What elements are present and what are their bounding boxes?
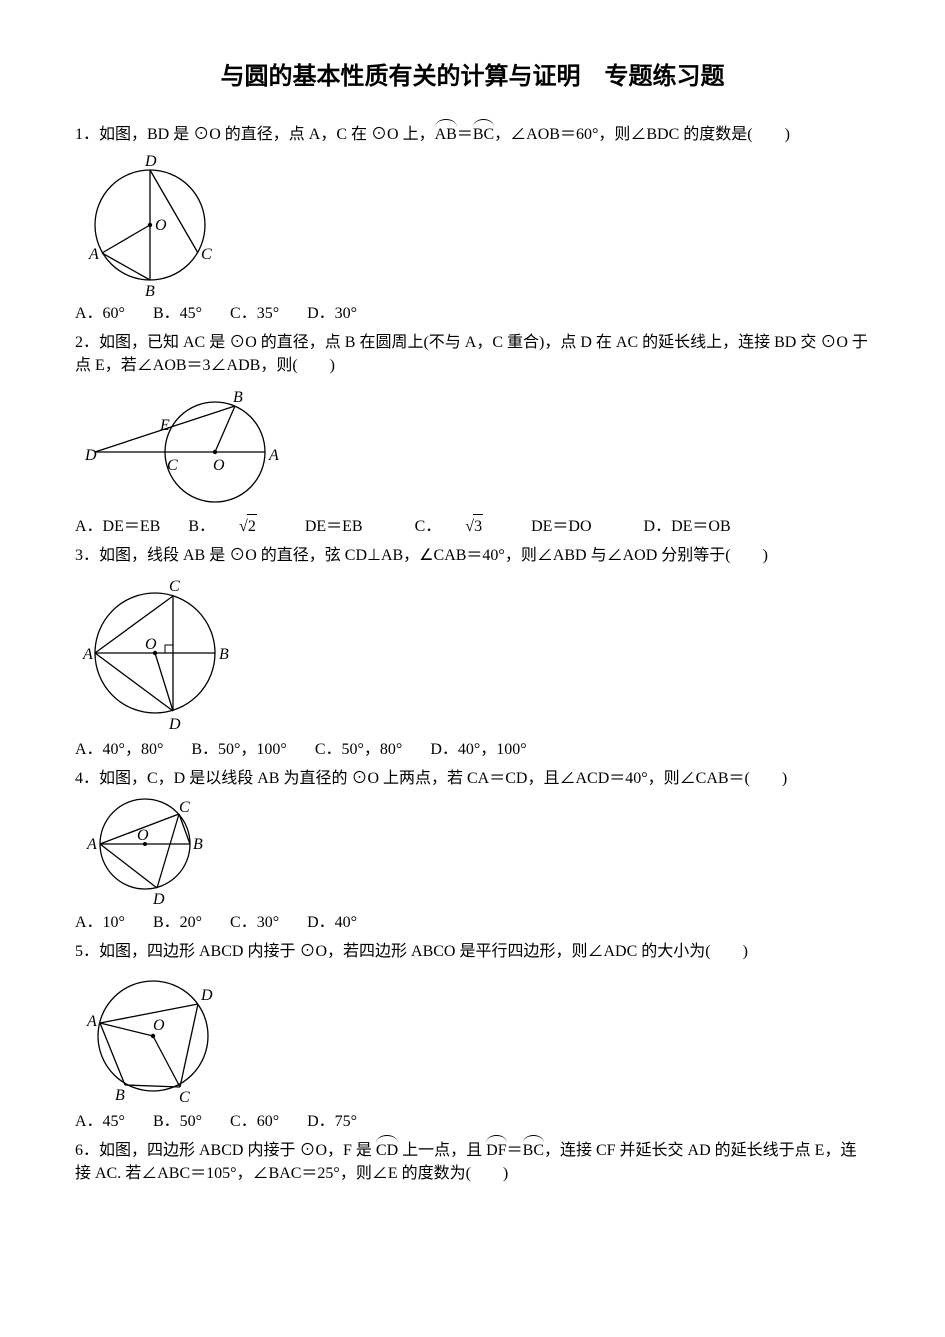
svg-text:C: C	[167, 457, 178, 474]
svg-text:B: B	[193, 836, 203, 853]
q5-opt-b: B．50°	[153, 1113, 202, 1130]
q4-figure: C A B D O	[75, 794, 225, 909]
q4-opt-c: C．30°	[230, 914, 279, 931]
svg-text:A: A	[86, 836, 97, 853]
arc-AB: AB	[435, 123, 457, 146]
q5-options: A．45° B．50° C．60° D．75°	[75, 1110, 870, 1133]
q3-opt-a: A．40°，80°	[75, 741, 163, 758]
q3-figure: C A B D O	[75, 571, 235, 736]
svg-text:C: C	[179, 1089, 190, 1106]
svg-text:D: D	[84, 447, 97, 464]
svg-text:O: O	[155, 217, 167, 234]
q6-m2: ＝	[507, 1142, 523, 1159]
q3-text: 3．如图，线段 AB 是 ⊙O 的直径，弦 CD⊥AB，∠CAB＝40°，则∠A…	[75, 544, 870, 567]
q5-text: 5．如图，四边形 ABCD 内接于 ⊙O，若四边形 ABCO 是平行四边形，则∠…	[75, 940, 870, 963]
svg-text:A: A	[268, 447, 279, 464]
q5-body: ．如图，四边形 ABCD 内接于 ⊙O，若四边形 ABCO 是平行四边形，则∠A…	[83, 943, 748, 960]
q4-options: A．10° B．20° C．30° D．40°	[75, 911, 870, 934]
q2-text: 2．如图，已知 AC 是 ⊙O 的直径，点 B 在圆周上(不与 A，C 重合)，…	[75, 331, 870, 377]
question-5: 5．如图，四边形 ABCD 内接于 ⊙O，若四边形 ABCO 是平行四边形，则∠…	[75, 940, 870, 1132]
q2-num: 2	[75, 334, 83, 351]
q2-opt-d: D．DE＝OB	[644, 518, 731, 535]
q4-opt-a: A．10°	[75, 914, 125, 931]
question-2: 2．如图，已知 AC 是 ⊙O 的直径，点 B 在圆周上(不与 A，C 重合)，…	[75, 331, 870, 538]
q2-opt-c: C．3DE＝DO	[415, 518, 616, 535]
svg-text:B: B	[115, 1087, 125, 1104]
q5-opt-a: A．45°	[75, 1113, 125, 1130]
q2-body: ．如图，已知 AC 是 ⊙O 的直径，点 B 在圆周上(不与 A，C 重合)，点…	[75, 334, 868, 374]
arc-BC2: BC	[523, 1139, 544, 1162]
q4-text: 4．如图，C，D 是以线段 AB 为直径的 ⊙O 上两点，若 CA＝CD，且∠A…	[75, 767, 870, 790]
q5-figure: D A B C O	[75, 968, 230, 1108]
q3-options: A．40°，80° B．50°，100° C．50°，80° D．40°，100…	[75, 738, 870, 761]
svg-text:O: O	[145, 636, 157, 653]
q6-m1: 上一点，且	[398, 1142, 486, 1159]
q3-opt-b: B．50°，100°	[191, 741, 286, 758]
svg-text:O: O	[153, 1017, 165, 1034]
question-6: 6．如图，四边形 ABCD 内接于 ⊙O，F 是 CD 上一点，且 DF＝BC，…	[75, 1139, 870, 1185]
arc-CD: CD	[376, 1139, 398, 1162]
q6-text: 6．如图，四边形 ABCD 内接于 ⊙O，F 是 CD 上一点，且 DF＝BC，…	[75, 1139, 870, 1185]
q3-opt-d: D．40°，100°	[430, 741, 526, 758]
svg-text:E: E	[159, 417, 170, 434]
q1-text: 1．如图，BD 是 ⊙O 的直径，点 A，C 在 ⊙O 上，AB＝BC，∠AOB…	[75, 123, 870, 146]
question-3: 3．如图，线段 AB 是 ⊙O 的直径，弦 CD⊥AB，∠CAB＝40°，则∠A…	[75, 544, 870, 761]
svg-text:C: C	[179, 799, 190, 816]
page-title: 与圆的基本性质有关的计算与证明 专题练习题	[75, 60, 870, 95]
q6-num: 6	[75, 1142, 83, 1159]
q1-opt-b: B．45°	[153, 305, 202, 322]
q1-eq: ＝	[457, 126, 473, 143]
q4-body: ．如图，C，D 是以线段 AB 为直径的 ⊙O 上两点，若 CA＝CD，且∠AC…	[83, 770, 787, 787]
q2-figure: B E D C O A	[75, 382, 305, 512]
svg-text:B: B	[145, 283, 155, 300]
q5-opt-c: C．60°	[230, 1113, 279, 1130]
q1-opt-a: A．60°	[75, 305, 125, 322]
q2-opt-a: A．DE＝EB	[75, 518, 160, 535]
q3-opt-c: C．50°，80°	[315, 741, 402, 758]
question-1: 1．如图，BD 是 ⊙O 的直径，点 A，C 在 ⊙O 上，AB＝BC，∠AOB…	[75, 123, 870, 325]
svg-text:A: A	[88, 246, 99, 263]
svg-text:B: B	[233, 389, 243, 406]
q5-num: 5	[75, 943, 83, 960]
question-4: 4．如图，C，D 是以线段 AB 为直径的 ⊙O 上两点，若 CA＝CD，且∠A…	[75, 767, 870, 934]
q2-options: A．DE＝EB B．2DE＝EB C．3DE＝DO D．DE＝OB	[75, 514, 870, 538]
svg-text:D: D	[152, 891, 165, 908]
arc-DF: DF	[486, 1139, 506, 1162]
svg-text:C: C	[169, 578, 180, 595]
svg-text:D: D	[200, 987, 213, 1004]
q4-opt-b: B．20°	[153, 914, 202, 931]
q4-opt-d: D．40°	[307, 914, 357, 931]
svg-text:C: C	[201, 246, 212, 263]
q1-pre: ．如图，BD 是 ⊙O 的直径，点 A，C 在 ⊙O 上，	[83, 126, 435, 143]
arc-BC: BC	[473, 123, 494, 146]
q1-opt-d: D．30°	[307, 305, 357, 322]
q3-body: ．如图，线段 AB 是 ⊙O 的直径，弦 CD⊥AB，∠CAB＝40°，则∠AB…	[83, 547, 768, 564]
svg-text:D: D	[144, 153, 157, 170]
svg-text:D: D	[168, 716, 181, 733]
q1-num: 1	[75, 126, 83, 143]
svg-text:O: O	[137, 827, 149, 844]
q1-figure: O D A B C	[75, 150, 220, 300]
q2-opt-b: B．2DE＝EB	[188, 518, 386, 535]
q4-num: 4	[75, 770, 83, 787]
q3-num: 3	[75, 547, 83, 564]
q5-opt-d: D．75°	[307, 1113, 357, 1130]
q6-pre: ．如图，四边形 ABCD 内接于 ⊙O，F 是	[83, 1142, 376, 1159]
q1-opt-c: C．35°	[230, 305, 279, 322]
svg-text:A: A	[86, 1013, 97, 1030]
svg-text:B: B	[219, 646, 229, 663]
svg-text:A: A	[82, 646, 93, 663]
svg-text:O: O	[213, 457, 225, 474]
q1-post: ，∠AOB＝60°，则∠BDC 的度数是( )	[494, 126, 790, 143]
q1-options: A．60° B．45° C．35° D．30°	[75, 302, 870, 325]
